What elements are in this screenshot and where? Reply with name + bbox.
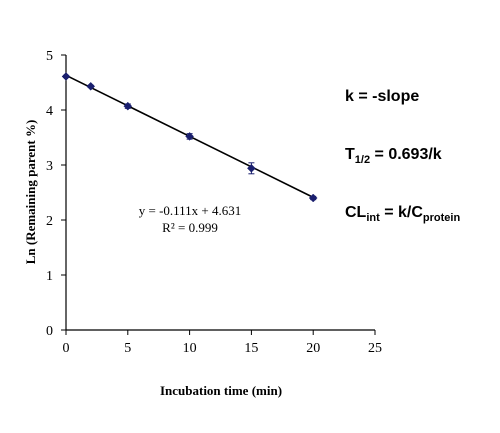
y-tick-label: 2 xyxy=(46,214,53,229)
half-life-symbol: T xyxy=(345,146,355,163)
x-tick-label: 0 xyxy=(63,341,70,356)
y-tick-label: 5 xyxy=(46,49,53,64)
data-point xyxy=(247,163,256,173)
ticks: 0 5 10 15 20 25 0 1 2 3 4 5 xyxy=(46,49,382,356)
data-point xyxy=(86,81,96,91)
x-tick-label: 5 xyxy=(124,341,131,356)
clearance-equation: CLint = k/Cprotein xyxy=(345,204,460,224)
half-life-subscript: 1/2 xyxy=(354,154,371,166)
half-life-equation: T1/2 = 0.693/k xyxy=(345,146,442,166)
clearance-formula: = k/C xyxy=(379,204,423,221)
data-point xyxy=(123,101,133,111)
rate-constant-equation: k = -slope xyxy=(345,88,419,106)
x-tick-label: 10 xyxy=(183,341,197,356)
clearance-subscript: int xyxy=(366,212,380,224)
x-tick-label: 20 xyxy=(306,341,320,356)
fit-r-squared: R² = 0.999 xyxy=(162,220,218,235)
fit-equation: y = -0.111x + 4.631 xyxy=(139,203,242,218)
y-axis-label: Ln (Remaining parent %) xyxy=(23,120,38,265)
data-point xyxy=(185,132,194,141)
y-tick-label: 3 xyxy=(46,159,53,174)
x-axis-label: Incubation time (min) xyxy=(160,383,282,398)
x-tick-label: 25 xyxy=(368,341,382,356)
axes xyxy=(65,55,375,331)
y-tick-label: 0 xyxy=(46,324,53,339)
half-life-formula: = 0.693/k xyxy=(370,146,442,163)
data-point xyxy=(61,72,71,81)
y-tick-label: 1 xyxy=(46,269,53,284)
data-points xyxy=(61,72,318,203)
rate-constant-text: k = -slope xyxy=(345,88,420,105)
clearance-symbol: CL xyxy=(345,204,367,221)
data-point xyxy=(308,193,318,203)
y-tick-label: 4 xyxy=(46,104,53,119)
x-tick-label: 15 xyxy=(244,341,258,356)
protein-subscript: protein xyxy=(422,212,461,224)
